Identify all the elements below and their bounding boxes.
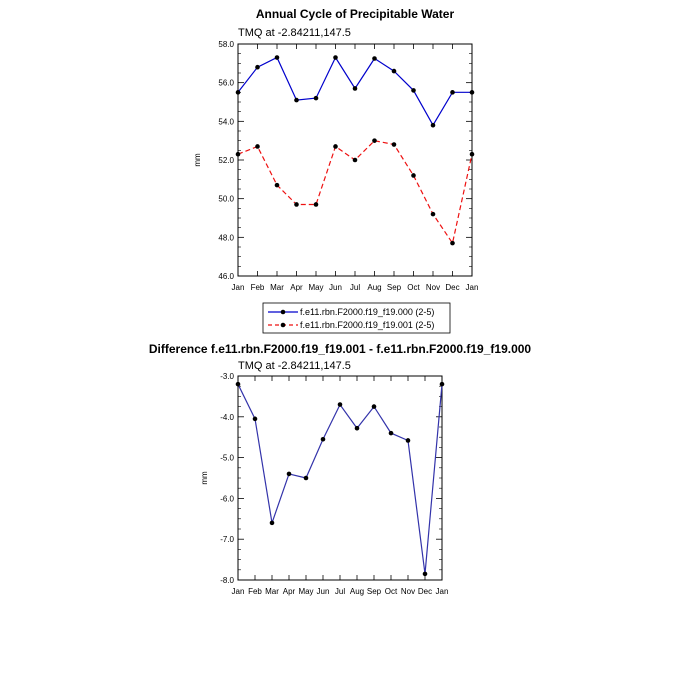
y-tick-label: 52.0 bbox=[218, 156, 234, 165]
series-0-point bbox=[235, 90, 241, 95]
series-1-point bbox=[333, 144, 338, 149]
x-tick-label: Mar bbox=[270, 283, 284, 292]
series-1-point bbox=[255, 144, 260, 149]
chart2-axes: Jan Feb Mar Apr May Jun Jul Aug Sep Oct Nov Dec Jan-… bbox=[220, 372, 448, 596]
legend-marker-1 bbox=[280, 322, 286, 328]
chart2-subtitle: TMQ at -2.84211,147.5 bbox=[238, 360, 351, 372]
series-1-point bbox=[430, 211, 436, 217]
x-tick-label: Jan bbox=[232, 587, 245, 596]
y-tick-label: -6.0 bbox=[220, 494, 234, 503]
series-0-point bbox=[320, 436, 326, 442]
x-tick-label: Mar bbox=[265, 587, 279, 596]
chart1-ylabel: mm bbox=[193, 153, 202, 167]
series-0-point bbox=[405, 438, 411, 443]
x-tick-label: Aug bbox=[350, 587, 364, 596]
x-tick-label: Feb bbox=[251, 283, 265, 292]
y-tick-label: 54.0 bbox=[218, 117, 234, 126]
series-0-point bbox=[388, 430, 394, 436]
y-tick-label: -7.0 bbox=[220, 535, 234, 544]
x-tick-label: Apr bbox=[290, 283, 303, 292]
x-tick-label: Oct bbox=[385, 587, 398, 596]
series-line-0 bbox=[237, 56, 472, 127]
y-tick-label: 46.0 bbox=[218, 272, 234, 281]
series-0-point bbox=[269, 520, 275, 526]
legend-label-1: f.e11.rbn.F2000.f19_f19.001 (2-5) bbox=[300, 320, 434, 330]
series-1-point bbox=[294, 202, 299, 207]
series-0-point bbox=[294, 97, 299, 103]
x-tick-label: Aug bbox=[367, 283, 381, 292]
x-tick-label: Jan bbox=[232, 283, 245, 292]
series-0-point bbox=[391, 68, 397, 74]
series-line-1 bbox=[237, 140, 473, 245]
series-0-point bbox=[352, 86, 358, 91]
y-tick-label: -5.0 bbox=[220, 454, 234, 463]
x-tick-label: May bbox=[298, 587, 313, 596]
chart2-series bbox=[235, 381, 445, 577]
series-0-point bbox=[372, 56, 377, 61]
y-tick-label: -3.0 bbox=[220, 372, 234, 381]
series-0-point bbox=[439, 381, 445, 387]
chart1-axes: Jan Feb Mar Apr May Jun Jul Aug Sep Oct Nov Dec Jan 4… bbox=[218, 40, 478, 292]
chart1-subtitle: TMQ at -2.84211,147.5 bbox=[238, 27, 351, 39]
x-tick-label: Jun bbox=[317, 587, 330, 596]
x-tick-label: May bbox=[308, 283, 323, 292]
x-tick-label: Dec bbox=[418, 587, 432, 596]
series-0-point bbox=[303, 475, 309, 481]
series-1-point bbox=[274, 182, 280, 188]
y-tick-label: 48.0 bbox=[218, 233, 234, 242]
series-1-point bbox=[372, 138, 377, 143]
y-tick-label: 50.0 bbox=[218, 195, 234, 204]
x-tick-label: Sep bbox=[387, 283, 402, 292]
series-0-point bbox=[255, 64, 260, 70]
legend-box bbox=[262, 302, 451, 334]
series-0-point bbox=[430, 122, 436, 128]
series-0-point bbox=[333, 55, 338, 60]
chart1-legend: f.e11.rbn.F2000.f19_f19.000 (2-5) f.e11.… bbox=[262, 302, 451, 334]
series-0-point bbox=[422, 571, 428, 577]
series-1-point bbox=[469, 151, 475, 157]
series-line-0 bbox=[237, 383, 443, 574]
series-1-point bbox=[391, 142, 397, 147]
series-0-point bbox=[337, 402, 343, 407]
y-tick-label: 56.0 bbox=[218, 79, 234, 88]
series-1-point bbox=[450, 240, 455, 246]
x-tick-label: Jan bbox=[466, 283, 479, 292]
series-0-point bbox=[252, 416, 258, 422]
series-0-point bbox=[450, 90, 455, 95]
series-0-point bbox=[411, 88, 416, 93]
y-tick-label: -8.0 bbox=[220, 576, 234, 585]
legend-marker-0 bbox=[280, 309, 286, 315]
chart1-title: Annual Cycle of Precipitable Water bbox=[256, 7, 455, 21]
x-tick-label: Jan bbox=[436, 587, 449, 596]
series-1-point bbox=[411, 173, 416, 178]
y-tick-label: -4.0 bbox=[220, 413, 234, 422]
series-0-point bbox=[469, 90, 475, 95]
x-tick-label: Jun bbox=[329, 283, 342, 292]
series-0-point bbox=[274, 55, 280, 60]
series-1-point bbox=[352, 157, 358, 163]
series-1-point bbox=[313, 202, 319, 207]
x-tick-label: Jul bbox=[350, 283, 360, 292]
x-tick-label: Oct bbox=[407, 283, 420, 292]
series-0-point bbox=[313, 95, 319, 101]
series-0-point bbox=[371, 404, 377, 409]
x-tick-label: Nov bbox=[401, 587, 415, 596]
y-tick-label: 58.0 bbox=[218, 40, 234, 49]
series-1-point bbox=[235, 151, 241, 157]
chart2-ylabel: mm bbox=[200, 471, 209, 485]
x-tick-label: Nov bbox=[426, 283, 440, 292]
x-tick-label: Sep bbox=[367, 587, 382, 596]
series-0-point bbox=[286, 471, 292, 477]
x-tick-label: Dec bbox=[445, 283, 459, 292]
chart2-title: Difference f.e11.rbn.F2000.f19_f19.001 -… bbox=[149, 342, 532, 356]
x-tick-label: Apr bbox=[283, 587, 296, 596]
series-0-point bbox=[235, 381, 241, 387]
x-tick-label: Feb bbox=[248, 587, 262, 596]
x-tick-label: Jul bbox=[335, 587, 345, 596]
series-0-point bbox=[354, 425, 360, 431]
chart1-series bbox=[235, 55, 475, 246]
legend-label-0: f.e11.rbn.F2000.f19_f19.000 (2-5) bbox=[300, 307, 434, 317]
